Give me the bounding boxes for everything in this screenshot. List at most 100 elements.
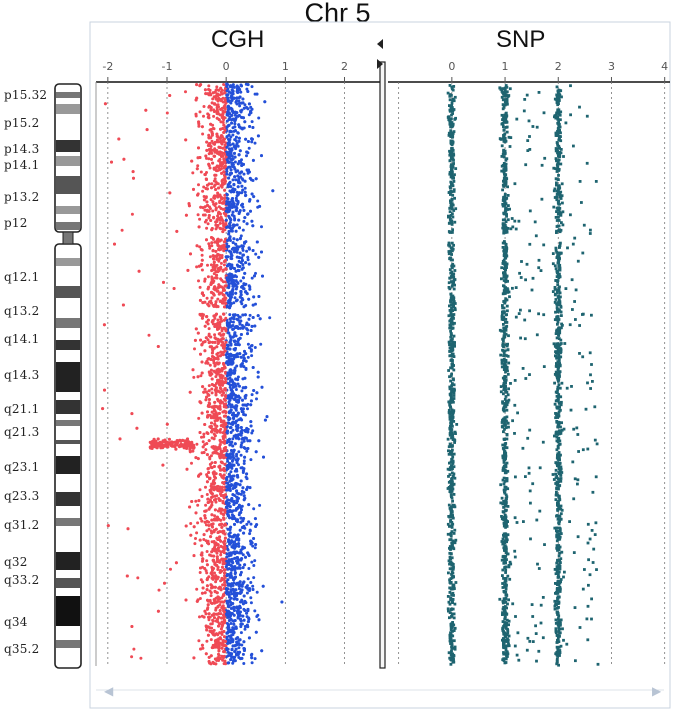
cgh-point	[130, 412, 134, 416]
cgh-point	[234, 279, 238, 283]
cgh-point	[221, 288, 225, 292]
cgh-point	[212, 369, 216, 373]
cgh-point	[240, 115, 244, 119]
cgh-point	[240, 418, 244, 422]
cgh-point	[244, 555, 247, 559]
ideogram-band	[56, 156, 80, 166]
cgh-point	[210, 513, 214, 517]
ideogram-band	[56, 456, 80, 474]
cgh-point	[226, 548, 230, 552]
cgh-point	[227, 118, 231, 121]
cgh-point	[243, 103, 247, 107]
cgh-point	[249, 581, 253, 584]
cgh-point	[214, 150, 218, 154]
cgh-panel-title: CGH	[211, 26, 265, 53]
cgh-point	[265, 415, 269, 419]
cgh-point	[243, 396, 247, 400]
cgh-point	[233, 522, 236, 526]
cgh-point	[205, 296, 209, 300]
cgh-point	[198, 488, 202, 492]
cgh-point	[224, 329, 228, 333]
cgh-point	[249, 424, 253, 428]
cgh-point	[263, 418, 267, 422]
cgh-point	[231, 210, 235, 214]
cgh-point	[218, 168, 222, 172]
ideogram-band	[56, 640, 80, 648]
cgh-point	[218, 239, 221, 243]
cgh-point	[231, 361, 235, 364]
cgh-point	[242, 446, 246, 450]
cgh-point	[233, 556, 237, 560]
cgh-point	[232, 456, 236, 460]
cgh-point	[234, 647, 238, 651]
cgh-point	[188, 505, 192, 509]
cgh-point	[233, 369, 237, 373]
cgh-point	[210, 139, 214, 143]
cgh-point	[226, 104, 230, 108]
ideogram-band	[56, 578, 80, 588]
cgh-point	[230, 202, 234, 206]
cgh-point	[210, 351, 214, 355]
cgh-point	[239, 631, 243, 635]
cgh-point	[231, 385, 235, 389]
cgh-point	[224, 218, 228, 222]
cgh-point	[222, 157, 226, 161]
cgh-point	[214, 188, 218, 191]
cgh-point	[237, 450, 241, 454]
cgh-point	[248, 287, 252, 291]
cgh-point	[237, 136, 241, 140]
cgh-point	[253, 517, 257, 521]
cgh-point	[120, 228, 124, 232]
cgh-point	[200, 360, 204, 364]
cgh-point	[220, 620, 224, 624]
cgh-point	[222, 362, 225, 365]
cgh-point	[196, 503, 200, 507]
cgh-point	[233, 188, 237, 192]
cgh-point	[229, 612, 233, 616]
cgh-point	[206, 633, 210, 637]
cgh-point	[203, 205, 207, 209]
cgh-point	[196, 164, 200, 168]
cgh-point	[241, 652, 245, 656]
cgh-point	[239, 551, 243, 555]
cgh-point	[212, 215, 216, 219]
cgh-point	[196, 375, 200, 379]
cgh-point	[207, 327, 211, 331]
cgh-point	[126, 527, 130, 531]
cgh-point	[201, 445, 205, 449]
cgh-point	[235, 317, 239, 321]
cgh-point	[162, 280, 165, 284]
cgh-point	[232, 317, 236, 321]
cgh-point	[227, 628, 231, 632]
cgh-point	[245, 449, 249, 453]
cgh-point	[215, 326, 219, 330]
cgh-point	[219, 299, 223, 303]
cgh-point	[258, 204, 262, 208]
cgh-point	[207, 398, 211, 401]
cgh-point	[243, 313, 247, 317]
cgh-point	[218, 473, 222, 476]
cgh-point	[213, 616, 216, 620]
cgh-point	[198, 538, 202, 542]
cgh-point	[220, 180, 224, 183]
cgh-point	[201, 385, 205, 389]
cgh-point	[207, 542, 211, 546]
cgh-point	[227, 331, 231, 335]
cgh-point	[215, 116, 219, 120]
ideogram-centromere	[62, 231, 74, 245]
cgh-point	[227, 582, 230, 586]
cgh-point	[234, 406, 238, 410]
cgh-point	[200, 292, 204, 295]
cgh-point	[253, 559, 257, 563]
cgh-point	[242, 580, 246, 584]
cgh-point	[208, 626, 212, 630]
cgh-point	[250, 560, 254, 564]
cgh-point	[216, 605, 220, 608]
cgh-point	[212, 488, 216, 492]
cgh-point	[200, 494, 204, 498]
cgh-point	[219, 449, 223, 453]
cgh-point	[218, 535, 222, 539]
cgh-point	[191, 171, 195, 175]
cgh-point	[218, 455, 222, 458]
cgh-point	[222, 391, 226, 395]
